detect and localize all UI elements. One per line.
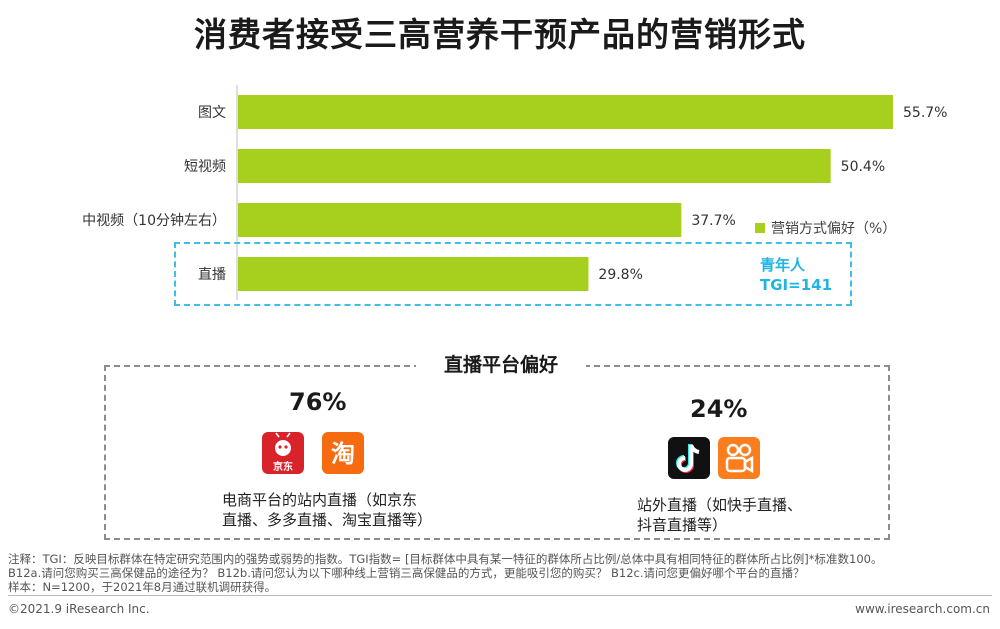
taobao-logo-icon: 淘 bbox=[322, 432, 364, 474]
kuaishou-logo-icon bbox=[718, 437, 760, 479]
bar-3 bbox=[238, 257, 589, 291]
footnote-3: 样本：N=1200，于2021年8月通过联机调研获得。 bbox=[8, 580, 277, 594]
footnote-1: 注释：TGI：反映目标群体在特定研究范围内的强势或弱势的指数。TGI指数= [目… bbox=[8, 552, 883, 566]
value-label-3: 29.8% bbox=[598, 267, 642, 283]
value-label-1: 50.4% bbox=[841, 159, 885, 175]
category-label-2: 中视频（10分钟左右） bbox=[82, 212, 226, 229]
footnote-2: B12a.请问您购买三高保健品的途径为？ B12b.请问您认为以下哪种线上营销三… bbox=[8, 566, 805, 580]
left-desc-line1: 电商平台的站内直播（如京东 bbox=[222, 491, 418, 509]
right-description: 站外直播（如快手直播、 抖音直播等） bbox=[637, 495, 802, 535]
right-desc-line1: 站外直播（如快手直播、 bbox=[637, 496, 803, 514]
value-label-2: 37.7% bbox=[691, 213, 735, 229]
highlight-line2: TGI=141 bbox=[760, 276, 833, 294]
left-percentage: 76% bbox=[289, 388, 347, 416]
bar-1 bbox=[238, 149, 831, 183]
category-label-1: 短视频 bbox=[184, 159, 226, 175]
platform-title: 直播平台偏好 bbox=[416, 350, 586, 380]
value-label-0: 55.7% bbox=[903, 105, 947, 121]
bar-chart: 图文 55.7% 短视频 50.4% 中视频（10分钟左右） 37.7% 直播 29.8% bbox=[82, 85, 947, 300]
taobao-logo-text: 淘 bbox=[331, 440, 355, 468]
bar-2 bbox=[238, 203, 682, 237]
left-description: 电商平台的站内直播（如京东 直播、多多直播、淘宝直播等） bbox=[222, 490, 432, 530]
category-label-0: 图文 bbox=[198, 105, 226, 121]
highlight-note: 青年人 TGI=141 bbox=[760, 255, 832, 295]
footer-divider bbox=[8, 595, 992, 596]
website-url: www.iresearch.com.cn bbox=[855, 602, 990, 616]
highlight-line1: 青年人 bbox=[760, 256, 806, 274]
bar-0 bbox=[238, 95, 893, 129]
legend-label: 营销方式偏好（%） bbox=[771, 221, 897, 237]
live-highlight-box bbox=[174, 242, 852, 306]
category-label-3: 直播 bbox=[198, 266, 226, 283]
right-desc-line2: 抖音直播等） bbox=[637, 516, 728, 534]
left-desc-line2: 直播、多多直播、淘宝直播等） bbox=[222, 511, 433, 529]
copyright: ©2021.9 iResearch Inc. bbox=[8, 602, 150, 616]
douyin-logo-icon bbox=[668, 437, 710, 479]
chart-title: 消费者接受三高营养干预产品的营销形式 bbox=[194, 15, 806, 54]
chart-legend: 营销方式偏好（%） bbox=[755, 218, 896, 238]
legend-swatch bbox=[755, 223, 765, 233]
right-percentage: 24% bbox=[690, 395, 748, 423]
jd-logo-icon: 京东 bbox=[262, 432, 304, 474]
jd-logo-text: 京东 bbox=[273, 460, 293, 473]
